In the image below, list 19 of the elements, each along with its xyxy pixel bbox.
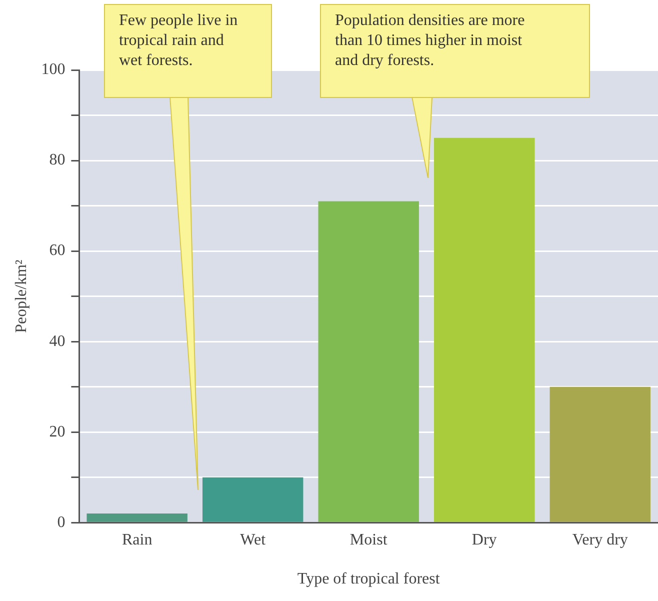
- x-axis-title: Type of tropical forest: [297, 570, 440, 588]
- y-tick-label: 60: [49, 242, 66, 260]
- x-tick-label: Moist: [350, 531, 388, 548]
- y-tick-label: 40: [49, 332, 66, 350]
- bar: [202, 477, 304, 522]
- bar: [86, 514, 188, 522]
- bar: [434, 138, 535, 522]
- x-tick-label: Rain: [122, 531, 152, 548]
- y-tick-label: 0: [57, 514, 66, 531]
- x-tick-label: Wet: [240, 531, 266, 548]
- y-tick-label: 80: [49, 152, 66, 169]
- speech-bubble: Few people live in tropical rain and wet forests.: [104, 4, 272, 490]
- y-axis-title: People/km²: [12, 259, 30, 333]
- x-tick-label: Dry: [472, 531, 497, 548]
- y-tick-label: 20: [49, 423, 66, 440]
- x-tick-label: Very dry: [572, 531, 628, 548]
- bar: [318, 201, 419, 522]
- y-tick-label: 100: [41, 61, 66, 78]
- bar: [550, 386, 650, 522]
